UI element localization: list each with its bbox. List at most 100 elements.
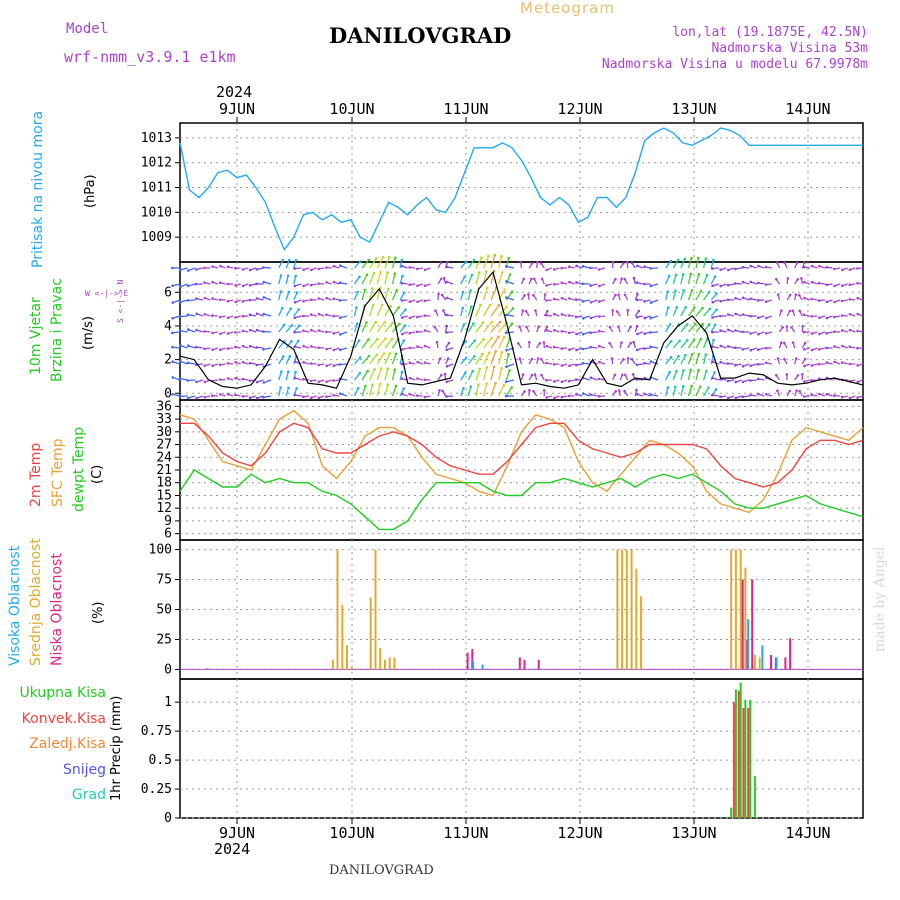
wind-arrow-head [437, 292, 440, 296]
wind-arrow-head [682, 289, 685, 292]
wind-arrow [475, 257, 483, 269]
wind-arrow-head [635, 315, 639, 319]
wind-arrow-head [293, 316, 297, 320]
cloud-low-bar [537, 659, 540, 670]
wind-arrow [285, 387, 290, 397]
wind-arrow-head [415, 330, 419, 334]
wind-arrow [361, 289, 366, 301]
wind-arrow [482, 287, 488, 301]
wind-arrow-head [423, 361, 427, 364]
wind-arrow-head [226, 377, 230, 380]
wind-arrow-head [749, 264, 752, 268]
wind-arrow-head [445, 380, 449, 384]
wind-arrow-head [382, 352, 386, 355]
wind-arrow-head [364, 384, 367, 388]
wind-arrow-head [203, 313, 206, 316]
wind-arrow-head [472, 322, 475, 325]
wind-arrow-head [211, 394, 214, 398]
wind-arrow-head [764, 283, 768, 286]
wind-arrow-head [817, 299, 821, 302]
wind-arrow-head [749, 314, 752, 318]
wind-arrow-head [699, 337, 703, 341]
wind-arrow-head [186, 284, 190, 288]
wind-arrow-head [635, 298, 639, 302]
wind-arrow-head [445, 313, 449, 317]
wind-arrow-head [817, 281, 821, 285]
wind-arrow-head [693, 338, 696, 341]
wind-arrow-head [490, 320, 494, 324]
wind-arrow-head [795, 357, 798, 360]
wind-arrow-head [856, 312, 859, 316]
wind-arrow-head [219, 332, 222, 336]
wind-arrow-head [713, 275, 717, 279]
wind-arrow-head [757, 332, 760, 336]
wind-arrow-head [317, 282, 320, 285]
wind-arrow [361, 259, 370, 269]
wind-arrow-head [643, 265, 646, 269]
wind-arrow-head [423, 344, 427, 348]
wind-arrow-head [469, 385, 473, 388]
wind-arrow-head [757, 392, 760, 396]
wind-arrow-head [803, 357, 807, 361]
wind-arrow-head [398, 322, 401, 326]
wind-arrow [490, 336, 500, 349]
wind-arrow-head [186, 313, 190, 317]
wind-arrow-head [203, 281, 206, 284]
wind-arrow-head [356, 386, 360, 390]
wind-arrow [672, 355, 680, 365]
wind-arrow-head [675, 369, 678, 373]
wind-arrow-head [211, 348, 214, 352]
wind-arrow-head [248, 361, 252, 365]
wind-arrow-head [848, 328, 852, 332]
wind-arrow-head [848, 345, 852, 349]
temp-dewpt-line [179, 469, 864, 531]
wind-arrow-head [401, 332, 404, 336]
wind-arrow-head [719, 360, 722, 364]
wind-speed-line [179, 270, 864, 389]
wind-arrow-head [338, 316, 342, 320]
wind-arrow-head [302, 395, 305, 399]
wind-arrow-head [248, 284, 252, 287]
wind-arrow-head [575, 348, 578, 352]
wind-arrow [506, 280, 515, 285]
wind-arrow-head [171, 393, 174, 396]
wind-arrow-head [825, 266, 828, 269]
wind-arrow-head [505, 280, 508, 283]
cloud-mid-bar [336, 549, 339, 670]
wind-arrow [710, 276, 716, 285]
wind-arrow [490, 321, 501, 333]
wind-arrow-head [332, 379, 335, 382]
wind-arrow-head [325, 364, 329, 368]
cloud-mid-bar [630, 549, 633, 670]
wind-arrow-head [833, 394, 836, 397]
wind-arrow-head [803, 380, 806, 383]
wind-arrow-head [279, 290, 283, 293]
wind-arrow-head [643, 282, 646, 286]
wind-arrow [369, 272, 375, 285]
wind-arrow-head [613, 373, 617, 377]
wind-arrow-head [445, 348, 449, 352]
wind-arrow-head [636, 293, 639, 296]
cloud-low-bar [523, 659, 526, 670]
wind-arrow-head [756, 281, 760, 285]
wind-arrow-head [494, 350, 497, 353]
wind-arrow-head [241, 360, 245, 364]
wind-arrow-head [464, 356, 468, 360]
wind-arrow-head [765, 392, 768, 396]
wind-arrow [695, 290, 702, 301]
wind-arrow-head [598, 300, 601, 303]
wind-arrow-head [560, 281, 563, 285]
wind-arrow-head [810, 348, 814, 352]
wind-arrow [376, 383, 381, 397]
wind-arrow-head [775, 374, 778, 377]
wind-arrow [361, 274, 368, 285]
wind-arrow [680, 306, 687, 317]
wind-arrow-head [248, 396, 252, 400]
wind-arrow [353, 323, 358, 333]
wind-arrow-head [614, 390, 617, 393]
wind-arrow-head [262, 348, 265, 351]
wind-arrow [665, 275, 670, 285]
wind-arrow [490, 383, 497, 397]
wind-arrow-head [187, 328, 190, 331]
wind-arrow-head [490, 336, 493, 340]
